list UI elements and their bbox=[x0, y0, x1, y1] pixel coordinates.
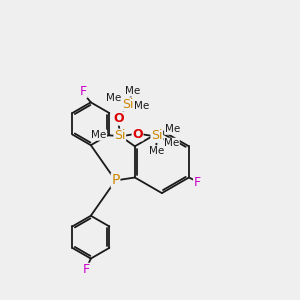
Text: Me: Me bbox=[106, 93, 122, 103]
Text: Me: Me bbox=[164, 138, 179, 148]
Text: F: F bbox=[80, 85, 87, 98]
Text: Me: Me bbox=[165, 124, 180, 134]
Text: Me: Me bbox=[134, 101, 149, 111]
Text: F: F bbox=[194, 176, 201, 189]
Text: P: P bbox=[111, 173, 120, 188]
Text: Si: Si bbox=[151, 129, 163, 142]
Text: Si: Si bbox=[122, 98, 134, 111]
Text: Si: Si bbox=[114, 129, 125, 142]
Text: Me: Me bbox=[91, 130, 106, 140]
Text: F: F bbox=[83, 263, 90, 276]
Text: Me: Me bbox=[148, 146, 164, 156]
Text: O: O bbox=[113, 112, 124, 125]
Text: O: O bbox=[132, 128, 143, 141]
Text: Me: Me bbox=[125, 86, 140, 96]
